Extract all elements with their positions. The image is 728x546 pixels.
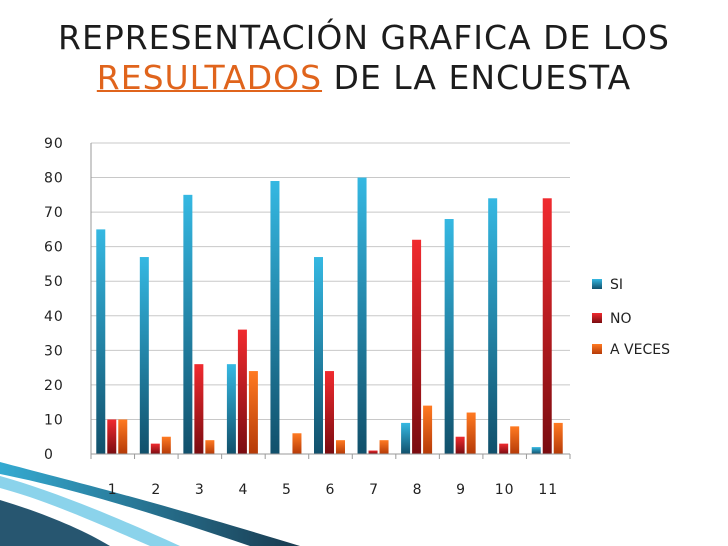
x-tick-label: 5 xyxy=(282,482,292,498)
swoosh-shape xyxy=(0,476,180,546)
x-tick-label: 1 xyxy=(108,482,118,498)
swoosh-shape xyxy=(0,500,110,546)
bar-a-veces xyxy=(205,440,215,454)
bar-no xyxy=(542,198,552,454)
x-tick-label: 7 xyxy=(369,482,379,498)
bar-si xyxy=(488,198,498,454)
bar-si xyxy=(96,229,106,454)
title-line-2: RESULTADOS DE LA ENCUESTA xyxy=(0,58,728,98)
legend-swatch xyxy=(592,344,602,354)
y-tick-label: 40 xyxy=(44,309,64,325)
bar-si xyxy=(401,422,411,454)
bar-no xyxy=(237,329,247,454)
bar-no xyxy=(107,419,117,454)
bar-a-veces xyxy=(118,419,128,454)
y-tick-label: 0 xyxy=(44,447,54,463)
x-tick-label: 3 xyxy=(195,482,205,498)
y-tick-label: 30 xyxy=(44,343,64,359)
bar-si xyxy=(226,364,236,454)
y-tick-labels: 0 10 20 30 40 50 60 70 80 90 xyxy=(44,136,64,463)
y-tick-label: 20 xyxy=(44,378,64,394)
decorative-swoosh xyxy=(0,462,300,546)
x-tick-label: 8 xyxy=(413,482,423,498)
y-tick-label: 70 xyxy=(44,205,64,221)
legend-swatch xyxy=(592,279,602,289)
x-tick-label: 2 xyxy=(151,482,161,498)
legend-label: A VECES xyxy=(610,342,670,358)
bar-a-veces xyxy=(466,412,476,454)
bar-si xyxy=(357,177,367,455)
bar-si xyxy=(139,257,149,454)
x-tick-label: 10 xyxy=(495,482,515,498)
x-tick-label: 6 xyxy=(326,482,336,498)
plot-area: 0 10 20 30 40 50 60 70 80 90 1 2 3 4 5 6 7 8 9 10 11 xyxy=(44,136,571,498)
bar-series xyxy=(96,177,563,455)
y-tick-label: 90 xyxy=(44,136,64,152)
x-tick-label: 9 xyxy=(456,482,466,498)
y-tick-label: 80 xyxy=(44,171,64,187)
title-line-1: REPRESENTACIÓN GRAFICA DE LOS xyxy=(58,18,670,57)
bar-si xyxy=(270,181,280,454)
title-highlight: RESULTADOS xyxy=(96,58,323,97)
axes xyxy=(90,143,571,459)
x-tick-label: 4 xyxy=(238,482,248,498)
bar-no xyxy=(150,443,160,454)
bar-si xyxy=(444,219,454,454)
legend-swatch xyxy=(592,313,602,323)
bar-a-veces xyxy=(553,422,563,454)
bar-a-veces xyxy=(423,405,433,454)
legend: SI NO A VECES xyxy=(592,277,670,358)
legend-item-no: NO xyxy=(592,311,632,327)
y-tick-label: 10 xyxy=(44,412,64,428)
bar-no xyxy=(368,450,378,454)
bar-a-veces xyxy=(510,426,520,454)
bar-a-veces xyxy=(161,436,171,454)
bar-si xyxy=(531,447,541,454)
bar-a-veces xyxy=(379,440,389,454)
swoosh-shape xyxy=(0,462,300,546)
legend-label: NO xyxy=(610,311,632,327)
title-rest: DE LA ENCUESTA xyxy=(333,58,632,97)
bar-no xyxy=(325,371,334,454)
bar-si xyxy=(183,194,193,455)
bar-no xyxy=(455,436,465,454)
bar-no xyxy=(194,364,204,454)
y-tick-label: 50 xyxy=(44,274,64,290)
x-tick-label: 11 xyxy=(538,482,558,498)
bar-no xyxy=(499,443,509,454)
legend-label: SI xyxy=(610,277,623,293)
legend-item-a-veces: A VECES xyxy=(592,342,670,358)
page-title: REPRESENTACIÓN GRAFICA DE LOS RESULTADOS… xyxy=(0,18,728,98)
bar-si xyxy=(314,257,323,454)
legend-item-si: SI xyxy=(592,277,623,293)
bar-a-veces xyxy=(292,433,302,454)
bar-a-veces xyxy=(248,371,258,454)
bar-no xyxy=(412,239,422,454)
bar-a-veces xyxy=(336,440,345,454)
x-tick-labels: 1 2 3 4 5 6 7 8 9 10 11 xyxy=(108,482,558,498)
y-tick-label: 60 xyxy=(44,240,64,256)
